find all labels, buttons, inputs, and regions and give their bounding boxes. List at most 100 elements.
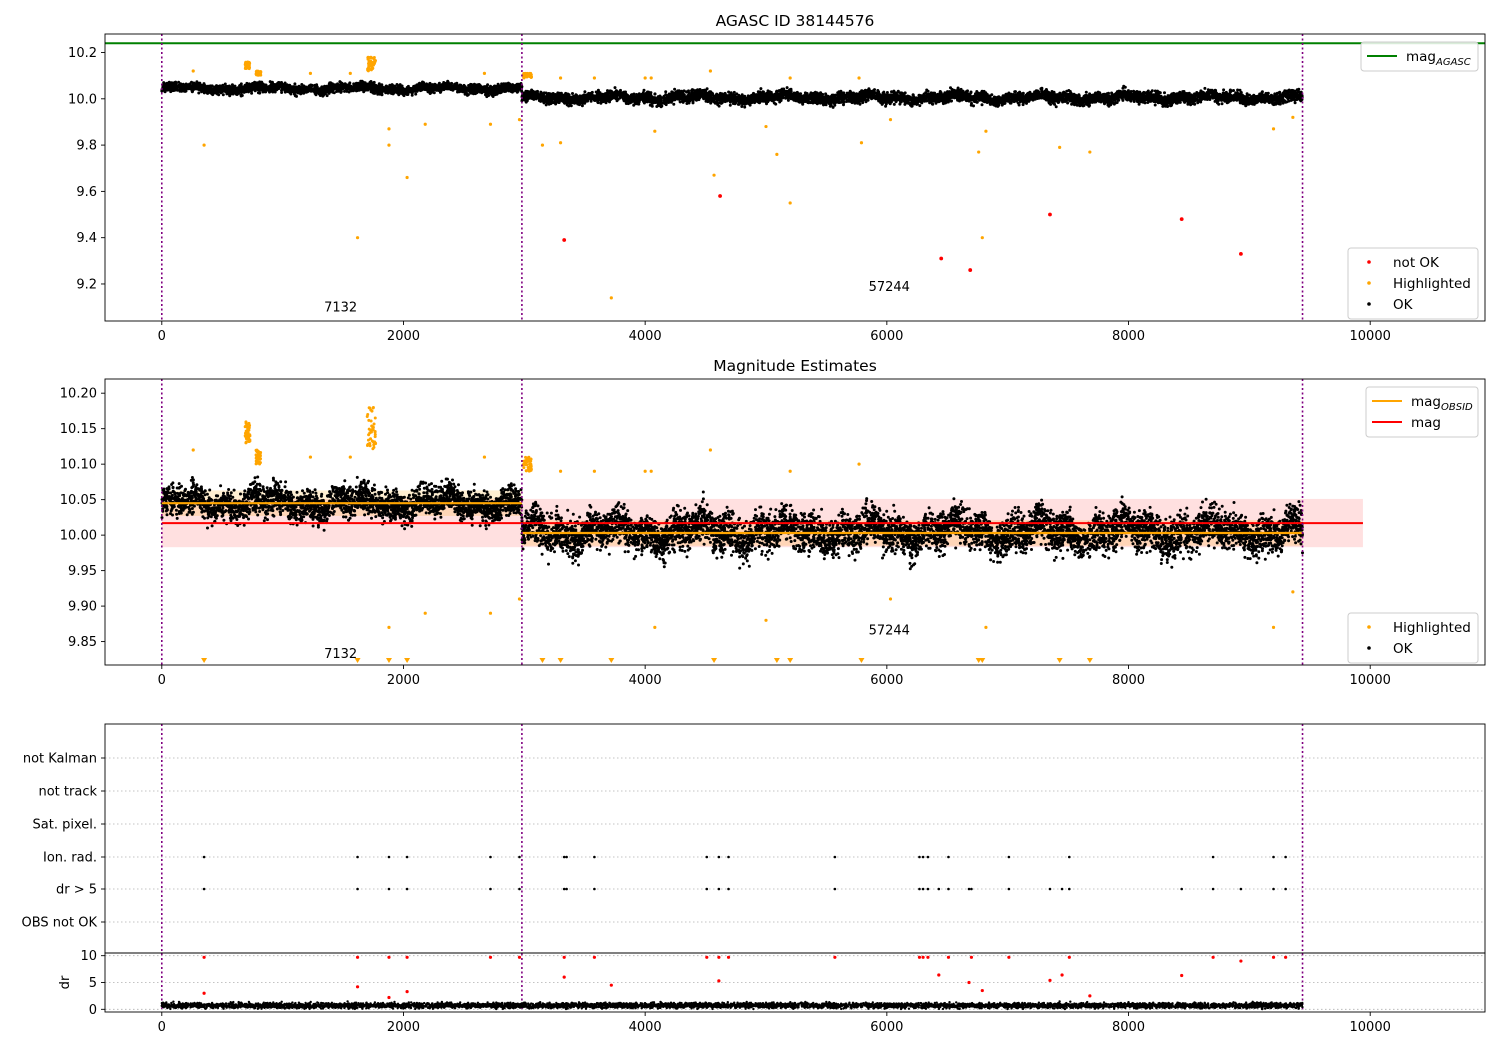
ok-point bbox=[339, 89, 343, 93]
ok-point bbox=[331, 88, 335, 92]
ok-point bbox=[293, 94, 297, 98]
ok-point bbox=[226, 90, 230, 94]
ok-point bbox=[502, 90, 506, 93]
ok-point bbox=[189, 85, 193, 89]
ok-point bbox=[320, 87, 324, 91]
ok-point bbox=[303, 86, 307, 90]
ok-point bbox=[346, 87, 350, 91]
ok-point bbox=[351, 88, 355, 92]
ok-point bbox=[185, 86, 189, 90]
ok-point bbox=[495, 89, 499, 93]
ok-point bbox=[449, 88, 453, 92]
ok-point bbox=[280, 88, 283, 92]
ok-point bbox=[428, 81, 432, 85]
ok-point bbox=[502, 83, 506, 87]
ok-point bbox=[263, 83, 267, 87]
ok-point bbox=[257, 84, 261, 88]
ok-point bbox=[419, 84, 423, 88]
plot-area bbox=[105, 42, 1485, 300]
ok-point bbox=[1084, 90, 1088, 94]
ok-point bbox=[583, 90, 587, 94]
ok-point bbox=[419, 89, 423, 93]
ok-point bbox=[498, 88, 502, 92]
ok-point bbox=[297, 90, 301, 94]
ok-point bbox=[223, 82, 227, 86]
ok-point bbox=[388, 88, 392, 92]
ok-point bbox=[414, 88, 418, 92]
ok-point bbox=[162, 88, 166, 92]
ok-point bbox=[492, 87, 496, 91]
ok-point bbox=[230, 92, 234, 96]
ok-point bbox=[306, 89, 310, 93]
ok-point bbox=[446, 79, 450, 83]
ok-point bbox=[414, 92, 418, 96]
ok-point bbox=[198, 87, 201, 91]
ok-point bbox=[348, 81, 352, 85]
ok-point bbox=[200, 85, 204, 89]
ok-point bbox=[463, 91, 467, 95]
ok-point bbox=[458, 83, 462, 87]
ok-point bbox=[1153, 103, 1157, 107]
ok-point bbox=[410, 93, 414, 97]
ok-point bbox=[486, 83, 490, 87]
ok-point bbox=[302, 89, 306, 93]
ok-point bbox=[162, 82, 166, 86]
ok-point bbox=[365, 83, 369, 87]
ok-point bbox=[216, 88, 220, 92]
ok-point bbox=[842, 103, 845, 107]
ok-point bbox=[170, 87, 174, 91]
ok-point bbox=[195, 80, 199, 84]
ok-point bbox=[169, 90, 173, 94]
ok-point bbox=[273, 83, 277, 86]
ok-point bbox=[473, 84, 477, 88]
ok-point bbox=[377, 90, 381, 94]
ok-point bbox=[469, 83, 473, 86]
ok-point bbox=[372, 87, 376, 91]
ok-point bbox=[322, 93, 325, 97]
ok-point bbox=[190, 88, 194, 92]
ok-point bbox=[333, 85, 337, 89]
ok-point bbox=[253, 89, 257, 93]
ok-point bbox=[759, 87, 763, 91]
ok-point bbox=[467, 89, 471, 93]
ok-point bbox=[241, 86, 245, 90]
ok-point bbox=[475, 90, 478, 94]
ok-point bbox=[422, 87, 426, 91]
ok-point bbox=[471, 88, 475, 91]
ok-point bbox=[327, 82, 331, 86]
ok-point bbox=[376, 84, 380, 88]
ok-point bbox=[1163, 91, 1166, 95]
ok-point bbox=[194, 86, 198, 90]
ok-point bbox=[258, 91, 262, 95]
ok-point bbox=[307, 85, 311, 89]
ok-point bbox=[373, 91, 377, 95]
ok-point bbox=[892, 102, 896, 106]
ok-point bbox=[310, 89, 313, 93]
ok-point bbox=[403, 89, 407, 93]
ok-point bbox=[174, 88, 178, 92]
ok-point bbox=[438, 90, 442, 94]
ok-series bbox=[520, 84, 1304, 109]
ok-point bbox=[250, 91, 254, 95]
ok-point bbox=[406, 86, 409, 90]
ok-point bbox=[283, 82, 287, 86]
ok-point bbox=[298, 85, 302, 89]
ok-point bbox=[223, 88, 227, 92]
ok-point bbox=[181, 84, 184, 88]
ok-point bbox=[400, 84, 404, 88]
ok-point bbox=[173, 83, 177, 87]
ok-point bbox=[183, 89, 187, 93]
ok-point bbox=[450, 84, 453, 88]
ok-point bbox=[516, 89, 519, 93]
ok-point bbox=[452, 87, 456, 90]
ok-point bbox=[260, 86, 263, 90]
ok-point bbox=[204, 90, 207, 94]
ok-point bbox=[396, 88, 400, 92]
ok-point bbox=[289, 92, 293, 96]
ok-point bbox=[270, 82, 274, 86]
ok-series bbox=[160, 79, 524, 99]
ok-point bbox=[504, 87, 508, 91]
ok-point bbox=[295, 85, 299, 89]
ok-point bbox=[357, 88, 361, 92]
ok-point bbox=[434, 83, 437, 87]
